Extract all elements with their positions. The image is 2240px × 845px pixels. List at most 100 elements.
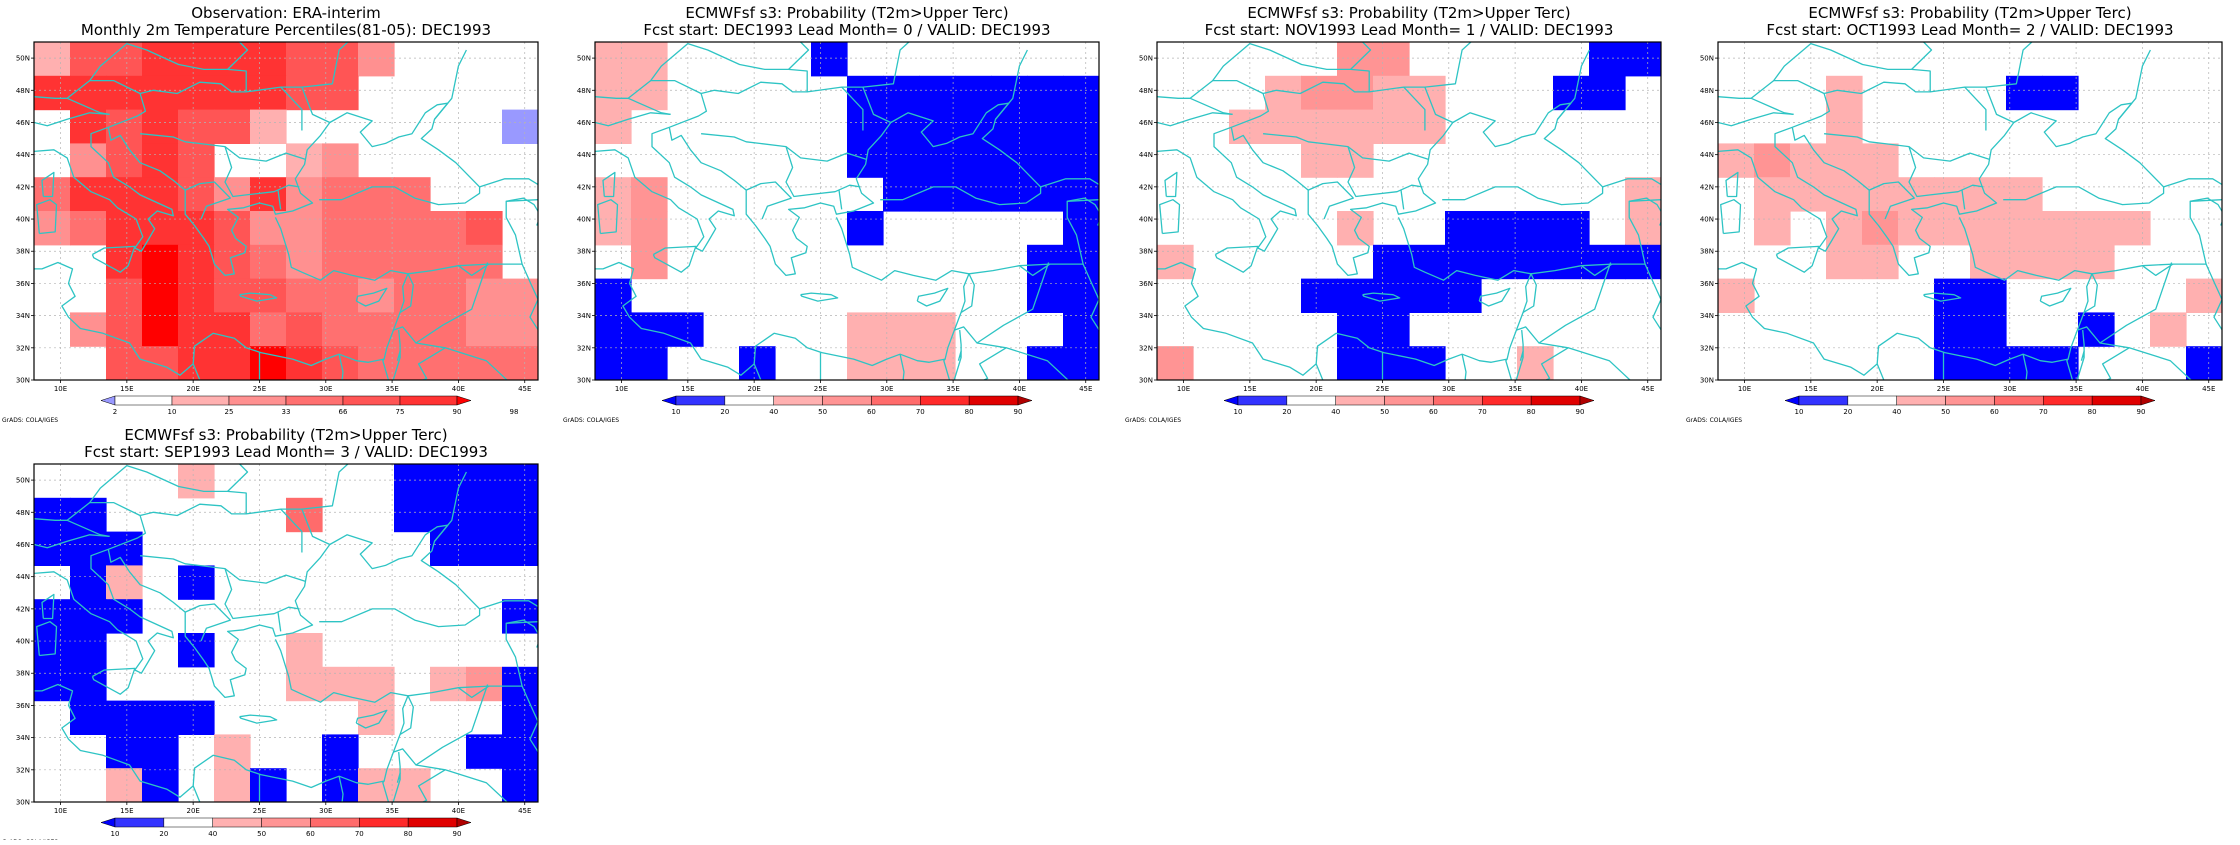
y-tick-label: 44N: [577, 151, 591, 159]
coastline: [506, 197, 538, 226]
coastline: [479, 178, 538, 188]
y-tick-label: 40N: [16, 638, 30, 646]
colorbar-segment: [163, 817, 213, 828]
coastline: [2190, 197, 2222, 226]
coastline: [1505, 358, 1513, 380]
x-tick-label: 25E: [1937, 385, 1950, 393]
x-tick-label: 40E: [452, 807, 465, 815]
panel-title-line2: Fcst start: DEC1993 Lead Month= 0 / VALI…: [643, 21, 1050, 39]
grid-cell: [883, 109, 920, 144]
grid-cell: [2042, 211, 2079, 246]
coastline: [239, 714, 278, 724]
coastline: [382, 780, 390, 802]
coastline: [1347, 146, 1423, 198]
grid-cell: [34, 42, 71, 77]
colorbar-segment: [1482, 395, 1532, 406]
grid-cell: [2186, 346, 2222, 380]
colorbar-label: 90: [453, 408, 462, 416]
coastline: [415, 342, 446, 380]
y-tick-label: 48N: [1700, 87, 1714, 95]
grid-cell: [466, 497, 503, 533]
grid-cell: [70, 599, 107, 634]
y-tick-label: 32N: [577, 344, 591, 352]
coastline: [1212, 42, 1351, 95]
coastline: [338, 776, 344, 802]
grid-cell: [847, 211, 884, 246]
colorbar-label: 10: [111, 830, 120, 838]
coastline: [1164, 171, 1178, 198]
x-tick-label: 25E: [1376, 385, 1389, 393]
grid-cell: [502, 666, 538, 702]
coastline: [521, 263, 538, 331]
grid-cell: [2114, 211, 2151, 246]
coastline: [2077, 262, 2173, 344]
grid-cell: [2186, 278, 2222, 313]
grid-cell: [1862, 143, 1899, 178]
x-tick-label: 45E: [518, 807, 531, 815]
y-tick-label: 48N: [577, 87, 591, 95]
colorbar-label: 40: [1892, 408, 1901, 416]
x-tick-label: 15E: [120, 385, 133, 393]
grid-cell: [1373, 312, 1410, 347]
map-frame: [594, 41, 1100, 381]
y-tick-label: 36N: [1700, 280, 1714, 288]
coastline: [1964, 86, 2015, 124]
colorbar-segment: [1994, 395, 2044, 406]
grid-cell: [1553, 211, 1590, 246]
colorbar-segment: [1784, 395, 1800, 406]
colorbar-segment: [1237, 395, 1288, 406]
grid-cell: [1063, 346, 1099, 380]
coastline: [745, 181, 792, 220]
grid-cell: [70, 565, 107, 600]
grid-cell: [394, 497, 431, 533]
colorbar-segment: [2043, 395, 2093, 406]
colorbar-label: 90: [453, 830, 462, 838]
coastline: [415, 764, 446, 802]
coastline: [192, 785, 201, 802]
coastline: [1461, 354, 1467, 380]
grid-cell: [286, 244, 323, 280]
coastline: [1876, 363, 1885, 380]
grid-cell: [1409, 278, 1446, 313]
x-tick-label: 25E: [253, 385, 266, 393]
grid-cell: [1625, 211, 1661, 246]
grid-cell: [2150, 312, 2187, 347]
grid-cell: [106, 244, 143, 280]
grid-cell: [34, 211, 71, 246]
y-tick-label: 32N: [16, 344, 30, 352]
grid-cell: [70, 700, 107, 735]
grid-cell: [1027, 109, 1064, 144]
coastline: [277, 612, 282, 632]
grid-cell: [178, 464, 215, 499]
y-tick-label: 46N: [16, 541, 30, 549]
coastline: [2221, 140, 2222, 141]
coastline: [1720, 199, 1742, 235]
y-tick-label: 38N: [16, 248, 30, 256]
coastline: [943, 358, 951, 380]
grid-cell: [1373, 244, 1410, 280]
grid-cell: [70, 177, 107, 212]
coastline: [597, 199, 619, 235]
colorbar-segment: [1896, 395, 1946, 406]
grid-cell: [322, 177, 359, 212]
grid-cell: [919, 143, 956, 178]
grid-cell: [1337, 109, 1374, 144]
coastline: [41, 593, 55, 620]
coastline: [899, 354, 905, 380]
grid-cell: [394, 464, 431, 499]
grid-cell: [883, 75, 920, 111]
colorbar-segment: [871, 395, 921, 406]
y-tick-label: 40N: [1139, 216, 1153, 224]
grid-cell: [1063, 278, 1099, 313]
coastline: [399, 695, 414, 735]
grid-cell: [1063, 177, 1099, 212]
x-tick-label: 30E: [319, 385, 332, 393]
map-plot-area: [1718, 42, 2222, 380]
colorbar-label: 60: [1990, 408, 1999, 416]
y-tick-label: 30N: [16, 377, 30, 385]
x-tick-label: 35E: [385, 385, 398, 393]
x-tick-label: 45E: [2202, 385, 2215, 393]
coastline: [785, 146, 861, 198]
grid-cell: [1337, 143, 1374, 178]
coastline: [953, 330, 962, 380]
